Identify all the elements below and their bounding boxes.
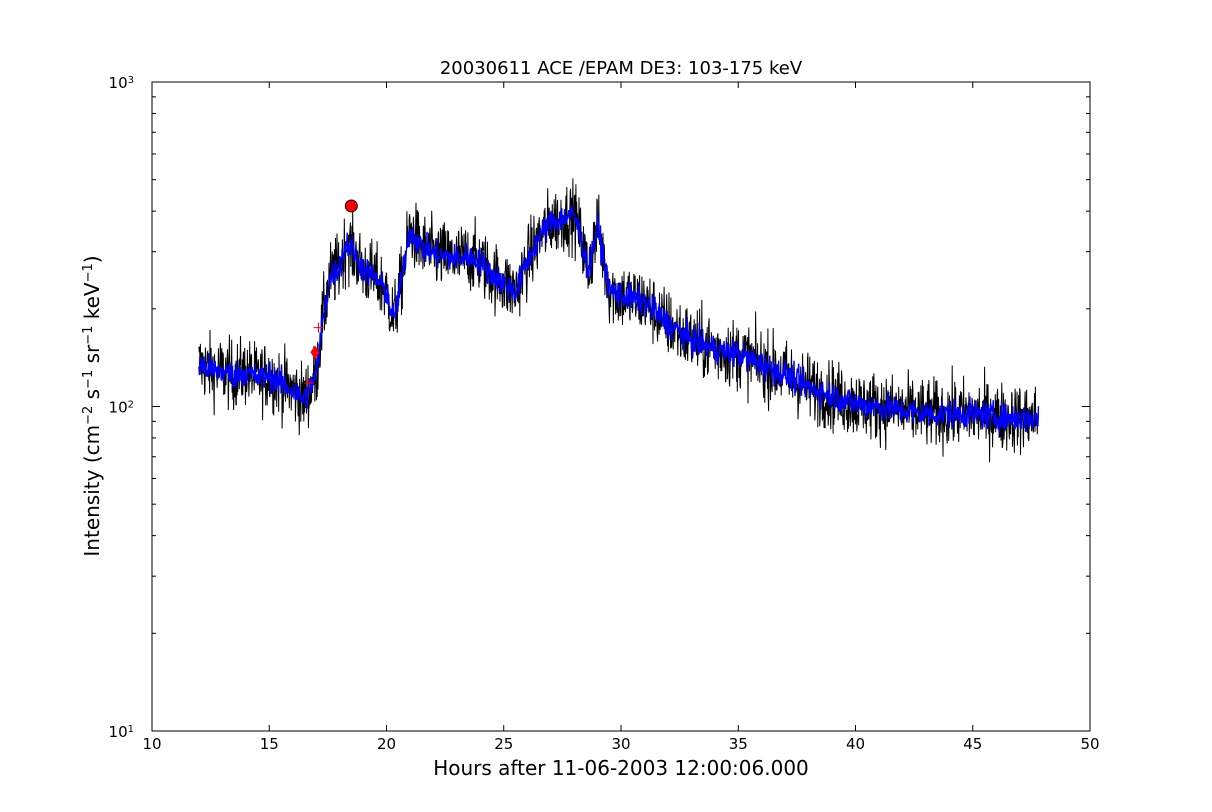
y-axis-label-prefix: Intensity (cm: [80, 425, 104, 557]
x-tick-label: 30: [611, 735, 630, 753]
y-axis-label-sr: sr: [80, 344, 104, 370]
marker-plus: [304, 378, 315, 389]
marker-circle: [344, 199, 358, 213]
x-tick-label: 40: [846, 735, 865, 753]
y-axis-label-suffix: ): [80, 255, 104, 263]
x-tick-label: 15: [260, 735, 279, 753]
y-axis-label-exp2: −1: [81, 370, 96, 389]
y-tick-label: 101: [109, 723, 134, 741]
y-tick-label: 102: [109, 399, 134, 417]
y-axis-label-exp3: −1: [81, 326, 96, 345]
x-tick-label: 35: [729, 735, 748, 753]
x-tick-label: 10: [142, 735, 161, 753]
y-axis-label-kev: keV: [80, 282, 104, 326]
plot-area: [151, 81, 1091, 732]
marker-plus: [313, 322, 324, 333]
x-axis: 10 15 20 25 30 35 40 45 50: [142, 82, 1100, 753]
marker-diamond: [310, 345, 320, 360]
y-tick-label: 103: [109, 74, 134, 92]
series-line-smoothed: [198, 205, 1040, 435]
y-axis-label-exp4: −1: [81, 263, 96, 282]
x-tick-label: 45: [963, 735, 982, 753]
y-axis: 101 102 103: [109, 74, 1090, 741]
x-axis-label: Hours after 11-06-2003 12:00:06.000: [433, 756, 809, 780]
y-axis-label-s: s: [80, 389, 104, 406]
chart-title: 20030611 ACE /EPAM DE3: 103-175 keV: [440, 58, 803, 79]
x-tick-label: 25: [494, 735, 513, 753]
series-layer: [198, 178, 1040, 463]
marker-layer: [304, 199, 358, 389]
y-axis-label-exp1: −2: [81, 406, 96, 425]
x-tick-label: 50: [1080, 735, 1099, 753]
x-tick-label: 20: [377, 735, 396, 753]
y-axis-label: Intensity (cm−2 s−1 sr−1 keV−1): [80, 255, 104, 556]
